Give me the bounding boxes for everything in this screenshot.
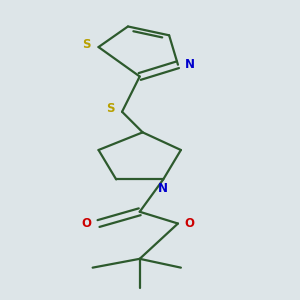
Text: O: O (185, 217, 195, 230)
Text: S: S (106, 102, 115, 115)
Text: O: O (82, 217, 92, 230)
Text: N: N (158, 182, 168, 195)
Text: N: N (185, 58, 195, 71)
Text: S: S (82, 38, 91, 51)
